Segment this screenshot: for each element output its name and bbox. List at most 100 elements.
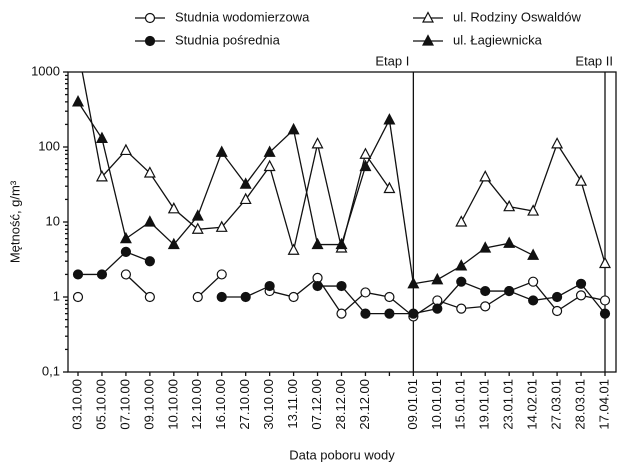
marker (215, 220, 228, 232)
y-tick-label: 100 (38, 138, 60, 153)
marker (479, 241, 492, 253)
marker (264, 280, 275, 292)
marker (599, 256, 611, 269)
marker (480, 301, 491, 312)
marker (456, 276, 467, 287)
marker (240, 291, 251, 303)
marker (167, 237, 180, 250)
marker (143, 215, 156, 227)
y-tick-label: 0,1 (42, 363, 60, 378)
marker (360, 287, 371, 298)
marker (191, 222, 204, 234)
marker (119, 143, 132, 156)
marker (575, 278, 587, 289)
marker (551, 291, 563, 303)
legend-marker (144, 12, 156, 24)
stage-label: Etap I (375, 53, 409, 68)
x-tick-label: 19.01.01 (477, 379, 492, 430)
marker (287, 243, 300, 255)
legend-marker (422, 11, 434, 23)
marker (311, 237, 324, 250)
legend-label: Studnia pośrednia (175, 32, 281, 47)
marker (72, 95, 84, 107)
x-tick-label: 07.12.00 (309, 379, 324, 430)
marker (384, 291, 395, 303)
legend-marker (422, 34, 434, 46)
marker (73, 44, 83, 54)
legend-marker (144, 35, 156, 47)
x-tick-label: 23.01.01 (501, 379, 516, 430)
x-tick-label: 17.04.01 (596, 379, 611, 430)
marker (432, 303, 443, 314)
marker (551, 305, 563, 317)
x-tick-label: 05.10.00 (93, 379, 108, 430)
marker (551, 137, 564, 149)
x-tick-label: 10.10.00 (165, 379, 180, 430)
x-tick-label: 09.10.00 (141, 379, 156, 430)
x-tick-label: 28.03.01 (572, 379, 587, 430)
marker (383, 181, 396, 194)
marker (72, 269, 84, 280)
x-tick-label: 13.11.00 (285, 379, 300, 429)
marker (95, 170, 108, 182)
marker (143, 166, 156, 178)
marker (359, 147, 372, 159)
marker (311, 137, 324, 149)
marker (120, 246, 132, 257)
series-line (77, 101, 534, 285)
marker (144, 291, 155, 303)
marker (384, 308, 395, 319)
legend-label: ul. Łagiewnicka (453, 32, 543, 47)
marker (95, 131, 108, 144)
marker (479, 170, 492, 182)
x-tick-label: 09.01.01 (405, 379, 420, 430)
x-tick-label: 03.10.00 (69, 379, 84, 430)
x-tick-label: 28.12.00 (333, 379, 348, 430)
x-tick-label: 29.12.00 (357, 379, 372, 430)
x-axis-label: Data poboru wody (289, 447, 395, 462)
x-tick-label: 15.01.01 (453, 379, 468, 430)
marker (167, 202, 180, 214)
marker (599, 295, 611, 306)
marker (383, 113, 396, 125)
marker (192, 291, 203, 303)
marker (335, 237, 348, 250)
marker (263, 159, 276, 172)
marker (239, 177, 252, 189)
x-tick-label: 12.10.00 (189, 379, 204, 430)
marker (119, 231, 132, 244)
y-axis-label: Mętność, g/m³ (7, 180, 22, 263)
marker (359, 159, 372, 172)
marker (407, 277, 420, 289)
marker (599, 308, 611, 319)
marker (456, 303, 467, 314)
y-tick-label: 1 (53, 288, 60, 303)
marker (455, 215, 468, 227)
y-tick-label: 10 (46, 213, 60, 228)
marker (120, 269, 132, 280)
marker (336, 280, 347, 292)
marker (528, 295, 539, 306)
marker (215, 145, 228, 157)
marker (336, 308, 347, 319)
series-line (81, 72, 606, 264)
plot (72, 44, 611, 322)
x-tick-label: 27.10.00 (237, 379, 252, 430)
legend-label: Studnia wodomierzowa (175, 9, 310, 24)
marker (96, 269, 108, 280)
marker (216, 269, 227, 280)
x-tick-label: 30.10.00 (261, 379, 276, 430)
x-tick-label: 10.01.01 (429, 379, 444, 430)
marker (431, 272, 444, 285)
marker (527, 204, 540, 216)
y-tick-label: 1000 (31, 63, 60, 78)
marker (288, 291, 299, 303)
marker (191, 209, 204, 221)
marker (503, 199, 516, 212)
marker (575, 290, 587, 301)
marker (408, 308, 419, 319)
legend-label: ul. Rodziny Oswaldów (453, 9, 581, 24)
marker (312, 280, 323, 292)
marker (239, 192, 252, 205)
